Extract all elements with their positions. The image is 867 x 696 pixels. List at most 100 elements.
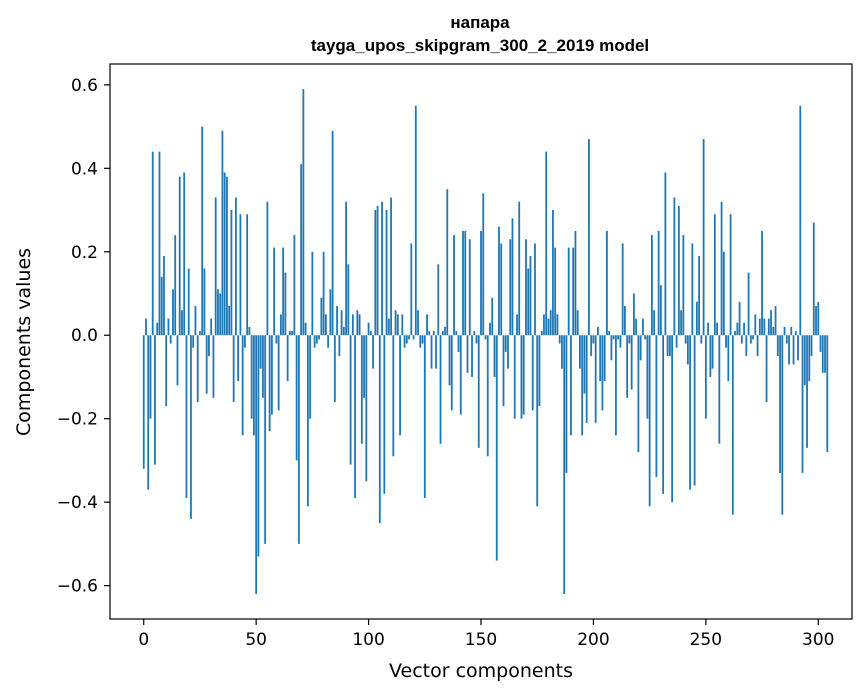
bar-component-32 [214,197,217,336]
y-tick-label: −0.6 [57,577,98,597]
y-tick-label: 0.4 [71,159,98,179]
bar-component-123 [419,335,422,348]
bar-component-255 [716,322,718,336]
bar-component-225 [648,335,651,507]
bar-component-168 [520,335,523,419]
bar-component-83 [329,289,332,336]
bar-component-73 [306,335,309,507]
bar-component-40 [232,335,235,403]
bar-component-279 [770,310,772,336]
bar-component-223 [644,335,647,340]
bar-component-138 [453,235,455,336]
bar-component-304 [826,335,829,453]
y-tick-label: 0.0 [71,326,98,346]
bar-component-171 [527,268,530,336]
bar-component-112 [394,310,397,336]
bar-component-188 [565,335,568,473]
bar-component-127 [428,331,431,336]
bar-component-235 [671,335,674,503]
bar-component-95 [356,310,359,336]
bar-component-44 [241,335,244,436]
bar-component-200 [592,335,595,344]
bar-component-187 [563,335,566,594]
bar-component-131 [437,264,440,336]
bar-component-126 [426,314,428,336]
bar-component-47 [248,326,251,336]
x-tick-label: 100 [352,630,384,650]
bar-component-197 [585,335,588,423]
bar-component-94 [354,335,356,498]
bar-component-11 [167,318,170,336]
bar-component-159 [500,243,503,336]
bar-component-230 [659,285,662,336]
bar-component-91 [347,264,350,336]
bar-component-191 [572,247,575,336]
bar-component-153 [486,335,489,457]
bar-component-105 [378,335,381,524]
bar-component-134 [444,326,446,336]
bar-component-41 [235,197,237,336]
bar-component-298 [812,222,815,336]
bar-component-196 [583,335,586,394]
bar-component-137 [450,335,453,411]
bar-component-54 [264,335,267,544]
bar-component-252 [709,335,712,377]
bar-component-42 [237,335,240,382]
x-tick-label: 150 [465,630,497,650]
bar-component-211 [617,335,620,340]
bar-component-224 [646,335,649,419]
bar-component-14 [174,235,177,336]
bar-component-185 [558,335,561,344]
bar-component-46 [246,214,249,336]
bar-component-107 [383,335,386,494]
bar-component-181 [549,310,552,336]
bar-component-162 [507,335,509,369]
bar-component-234 [668,335,671,357]
bar-component-157 [495,335,498,561]
bar-component-102 [372,335,374,369]
bar-component-287 [788,335,790,365]
bar-component-135 [446,189,449,336]
bar-component-236 [673,197,676,336]
bar-component-268 [745,335,748,357]
bar-component-2 [147,335,150,490]
bar-component-96 [358,314,361,336]
bar-component-222 [641,318,644,336]
bar-component-283 [779,335,781,473]
bar-component-247 [698,255,700,336]
bar-component-281 [774,306,777,336]
bar-component-170 [525,239,527,336]
bar-component-180 [547,318,550,336]
bar-component-63 [284,272,287,336]
bar-component-199 [590,335,593,357]
bar-component-72 [304,322,307,336]
bar-component-280 [772,326,775,336]
bar-component-175 [536,335,539,507]
bar-component-207 [608,331,611,336]
bar-component-294 [803,335,806,386]
bar-component-17 [181,310,183,336]
bar-component-70 [300,164,303,336]
bar-component-264 [736,322,739,336]
bar-component-124 [421,335,424,344]
bar-component-120 [412,335,415,340]
bar-component-201 [594,335,597,423]
bar-component-256 [718,335,721,444]
bar-component-292 [799,105,802,336]
bar-component-27 [203,268,206,336]
bar-component-208 [610,335,613,361]
bar-component-119 [410,243,413,336]
y-tick-label: −0.2 [57,410,98,430]
bar-component-302 [821,335,824,373]
y-tick-label: −0.4 [57,493,98,513]
bar-component-244 [691,243,694,336]
bar-component-245 [693,335,696,486]
y-axis-ticks: −0.6 −0.4 −0.2 0.0 0.2 0.4 0.6 [57,76,110,597]
bar-component-59 [275,335,278,344]
bar-component-254 [713,214,716,336]
bar-component-10 [165,335,168,407]
bar-component-190 [570,335,572,436]
bar-component-19 [185,335,188,498]
bar-component-66 [291,331,294,336]
bar-component-145 [468,239,471,336]
